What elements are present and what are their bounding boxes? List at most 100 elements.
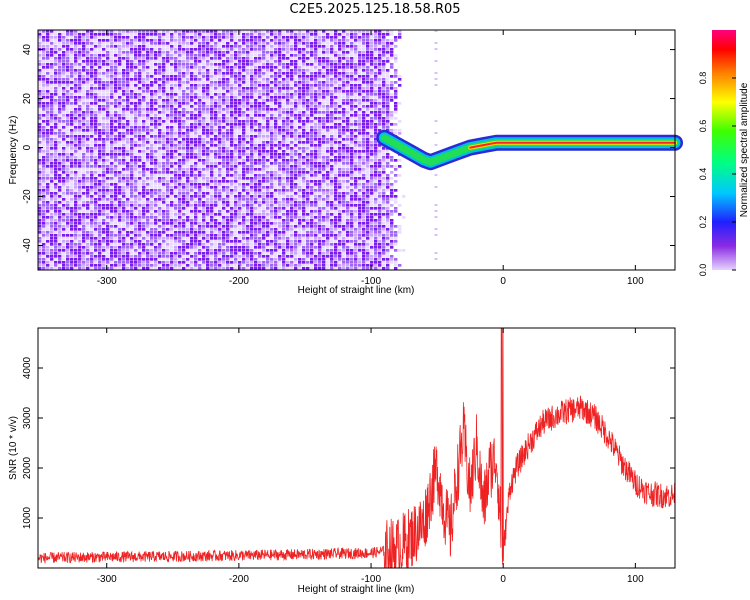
spectrogram-cell — [234, 267, 238, 270]
spectrogram-cell — [122, 129, 126, 132]
spectrogram-cell — [114, 180, 118, 183]
spectrogram-cell — [150, 105, 154, 108]
spectrogram-cell — [286, 129, 290, 132]
spectrogram-cell — [230, 63, 234, 66]
spectrogram-cell — [94, 246, 98, 249]
spectrogram-cell — [66, 48, 70, 51]
spectrogram-cell — [146, 129, 150, 132]
spectrogram-cell — [162, 177, 166, 180]
spectrogram-cell — [218, 228, 222, 231]
spectrogram-cell — [50, 72, 54, 75]
spectrogram-cell — [250, 42, 254, 45]
spectrogram-cell — [42, 48, 46, 51]
spectrogram-cell — [118, 54, 122, 57]
spectrogram-cell — [258, 183, 262, 186]
spectrogram-cell — [154, 75, 158, 78]
spectrogram-cell — [254, 93, 258, 96]
spectrogram-cell — [282, 162, 286, 165]
spectrogram-cell — [130, 108, 134, 111]
spectrogram-cell — [38, 39, 42, 42]
spectrogram-cell — [210, 177, 214, 180]
spectrogram-cell — [258, 57, 262, 60]
spectrogram-cell — [250, 33, 254, 36]
spectrogram-cell — [126, 153, 130, 156]
spectrogram-cell — [90, 144, 94, 147]
spectrogram-cell — [134, 222, 138, 225]
spectrogram-cell — [222, 99, 226, 102]
spectrogram-cell — [110, 87, 114, 90]
spectrogram-cell — [226, 192, 230, 195]
spectrogram-cell — [146, 45, 150, 48]
spectrogram-cell — [150, 69, 154, 72]
spectrogram-cell — [66, 192, 70, 195]
spectrogram-cell — [206, 228, 210, 231]
spectrogram-cell — [262, 51, 266, 54]
spectrogram-cell — [74, 123, 78, 126]
spectrogram-cell — [166, 123, 170, 126]
spectrogram-cell — [78, 249, 82, 252]
spectrogram-cell — [214, 258, 218, 261]
spectrogram-cell — [62, 48, 66, 51]
spectrogram-cell — [230, 264, 234, 267]
spectrogram-cell — [70, 228, 74, 231]
spectrogram-cell — [266, 87, 270, 90]
spectrogram-cell — [210, 210, 214, 213]
spectrogram-cell — [70, 189, 74, 192]
spectrogram-cell — [222, 90, 226, 93]
spectrogram-cell — [262, 246, 266, 249]
spectrogram-cell — [270, 225, 274, 228]
spectrogram-cell — [58, 198, 62, 201]
spectrogram-cell — [230, 126, 234, 129]
spectrogram-cell — [82, 249, 86, 252]
spectrogram-cell — [94, 249, 98, 252]
spectrogram-cell — [262, 69, 266, 72]
spectrogram-cell — [94, 87, 98, 90]
spectrogram-cell — [150, 36, 154, 39]
spectrogram-cell — [154, 123, 158, 126]
spectrogram-cell — [282, 189, 286, 192]
spectrogram-cell — [182, 129, 186, 132]
spectrogram-cell — [182, 84, 186, 87]
spectrogram-cell — [106, 189, 110, 192]
spectrogram-cell — [258, 39, 262, 42]
spectrogram-cell — [86, 123, 90, 126]
spectrogram-cell — [210, 192, 214, 195]
spectrogram-cell — [198, 132, 202, 135]
spectrogram-cell — [58, 264, 62, 267]
spectrogram-cell — [206, 135, 210, 138]
spectrogram-cell — [146, 81, 150, 84]
spectrogram-cell — [230, 105, 234, 108]
spectrogram-cell — [114, 150, 118, 153]
spectrogram-cell — [214, 237, 218, 240]
spectrogram-cell — [78, 90, 82, 93]
spectrogram-cell — [46, 165, 50, 168]
spectrogram-cell — [230, 222, 234, 225]
spectrogram-cell — [214, 120, 218, 123]
spectrogram-cell — [262, 174, 266, 177]
spectrogram-cell — [190, 195, 194, 198]
spectrogram-cell — [66, 87, 70, 90]
spectrogram-cell — [110, 129, 114, 132]
spectrogram-cell — [262, 240, 266, 243]
spectrogram-cell — [282, 114, 286, 117]
spectrogram-cell — [142, 111, 146, 114]
spectrogram-cell — [142, 129, 146, 132]
spectrogram-cell — [106, 42, 110, 45]
spectrogram-cell — [158, 135, 162, 138]
spectrogram-cell — [90, 261, 94, 264]
spectrogram-cell — [94, 108, 98, 111]
spectrogram-cell — [250, 162, 254, 165]
spectrogram-cell — [74, 195, 78, 198]
spectrogram-cell — [166, 138, 170, 141]
spectrogram-cell — [282, 165, 286, 168]
spectrogram-cell — [114, 132, 118, 135]
spectrogram-cell — [178, 96, 182, 99]
spectrogram-cell — [278, 90, 282, 93]
spectrogram-cell — [134, 57, 138, 60]
spectrogram-cell — [38, 87, 42, 90]
spectrogram-cell — [54, 39, 58, 42]
spectrogram-cell — [42, 84, 46, 87]
spectrogram-cell — [146, 183, 150, 186]
spectrogram-cell — [126, 144, 130, 147]
spectrogram-cell — [142, 264, 146, 267]
